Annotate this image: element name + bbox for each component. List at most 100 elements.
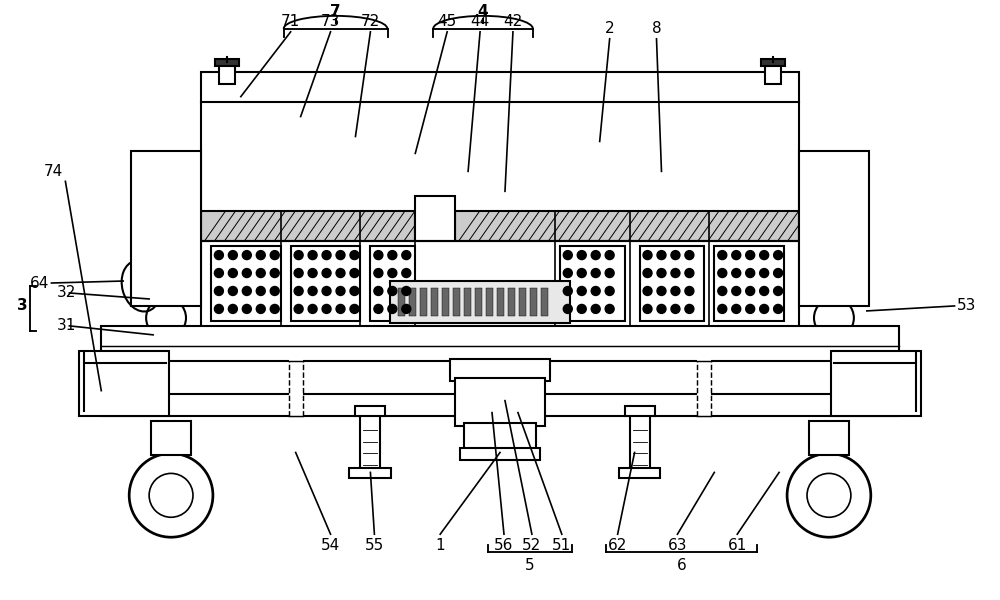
Text: 61: 61 xyxy=(728,538,747,553)
Bar xyxy=(831,351,921,416)
Text: 62: 62 xyxy=(608,538,627,553)
Circle shape xyxy=(718,287,727,295)
Bar xyxy=(349,469,391,478)
Circle shape xyxy=(374,269,383,278)
Bar xyxy=(455,378,545,425)
Bar xyxy=(541,288,548,316)
Text: 53: 53 xyxy=(957,298,976,313)
Bar xyxy=(799,151,869,306)
Circle shape xyxy=(746,304,755,313)
Circle shape xyxy=(774,287,783,295)
Bar xyxy=(211,246,281,321)
Text: 44: 44 xyxy=(470,14,490,29)
Circle shape xyxy=(732,304,741,313)
Circle shape xyxy=(294,304,303,313)
Circle shape xyxy=(563,287,572,295)
Bar xyxy=(420,288,427,316)
Circle shape xyxy=(374,304,383,313)
Circle shape xyxy=(671,251,680,260)
Circle shape xyxy=(336,251,345,260)
Circle shape xyxy=(718,269,727,278)
Bar xyxy=(809,421,849,455)
Bar xyxy=(201,241,799,331)
Bar xyxy=(289,359,303,416)
Bar xyxy=(453,288,460,316)
Bar xyxy=(201,71,799,261)
Circle shape xyxy=(214,251,223,260)
Bar xyxy=(464,288,471,316)
Circle shape xyxy=(256,304,265,313)
Bar xyxy=(215,59,239,66)
Text: 72: 72 xyxy=(361,14,380,29)
Circle shape xyxy=(228,251,237,260)
Circle shape xyxy=(242,304,251,313)
Circle shape xyxy=(577,269,586,278)
Bar xyxy=(409,288,416,316)
Circle shape xyxy=(402,269,411,278)
Circle shape xyxy=(350,251,359,260)
Circle shape xyxy=(685,269,694,278)
Circle shape xyxy=(228,304,237,313)
Text: 45: 45 xyxy=(438,14,457,29)
Bar xyxy=(486,288,493,316)
Circle shape xyxy=(591,251,600,260)
Circle shape xyxy=(350,287,359,295)
Circle shape xyxy=(388,251,397,260)
Circle shape xyxy=(657,287,666,295)
Bar xyxy=(455,211,799,246)
Text: 1: 1 xyxy=(435,538,445,553)
Circle shape xyxy=(308,269,317,278)
Circle shape xyxy=(732,269,741,278)
Bar xyxy=(370,246,415,321)
Bar xyxy=(219,62,235,83)
Text: 5: 5 xyxy=(525,558,535,573)
Text: 52: 52 xyxy=(522,538,542,553)
Circle shape xyxy=(228,269,237,278)
Circle shape xyxy=(591,269,600,278)
Text: 56: 56 xyxy=(494,538,514,553)
Circle shape xyxy=(402,251,411,260)
Circle shape xyxy=(563,304,572,313)
Circle shape xyxy=(685,287,694,295)
Text: 55: 55 xyxy=(365,538,384,553)
Bar xyxy=(442,288,449,316)
Circle shape xyxy=(657,251,666,260)
Circle shape xyxy=(577,304,586,313)
Circle shape xyxy=(685,251,694,260)
Text: 7: 7 xyxy=(330,4,341,19)
Bar xyxy=(101,326,899,361)
Bar xyxy=(355,406,385,416)
Circle shape xyxy=(760,269,769,278)
Circle shape xyxy=(671,269,680,278)
Circle shape xyxy=(322,269,331,278)
Circle shape xyxy=(760,287,769,295)
Bar xyxy=(530,288,537,316)
Circle shape xyxy=(242,251,251,260)
Bar xyxy=(464,422,536,452)
Circle shape xyxy=(402,287,411,295)
Circle shape xyxy=(760,251,769,260)
Circle shape xyxy=(671,287,680,295)
Circle shape xyxy=(270,287,279,295)
Circle shape xyxy=(308,287,317,295)
Circle shape xyxy=(591,287,600,295)
Circle shape xyxy=(242,269,251,278)
Circle shape xyxy=(322,287,331,295)
Circle shape xyxy=(336,287,345,295)
Circle shape xyxy=(657,269,666,278)
Circle shape xyxy=(336,304,345,313)
Circle shape xyxy=(591,304,600,313)
Circle shape xyxy=(605,287,614,295)
Text: 63: 63 xyxy=(668,538,687,553)
Circle shape xyxy=(336,269,345,278)
Circle shape xyxy=(402,304,411,313)
Bar xyxy=(640,246,704,321)
Circle shape xyxy=(774,304,783,313)
Circle shape xyxy=(563,269,572,278)
Circle shape xyxy=(270,251,279,260)
Text: 8: 8 xyxy=(652,21,661,36)
Text: 31: 31 xyxy=(56,319,76,334)
Bar xyxy=(497,288,504,316)
Circle shape xyxy=(746,287,755,295)
Text: 73: 73 xyxy=(321,14,340,29)
